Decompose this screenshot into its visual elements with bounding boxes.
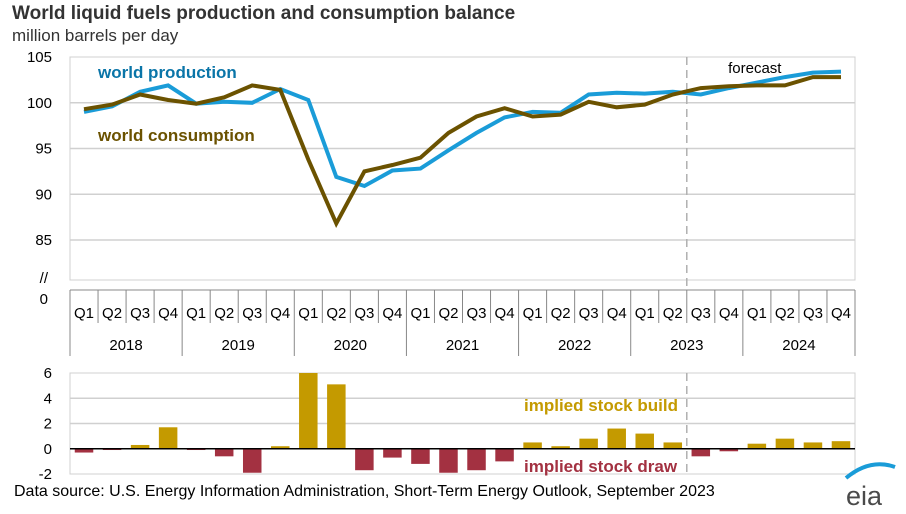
- quarter-label: Q3: [803, 305, 823, 322]
- bar-stock-draw: [355, 448, 374, 471]
- bar-stock-draw: [74, 448, 94, 453]
- year-label: 2022: [558, 337, 591, 354]
- year-label: 2023: [670, 337, 703, 354]
- bar-stock-build: [635, 433, 654, 449]
- quarter-label: Q1: [186, 305, 206, 322]
- eia-logo: eia: [846, 481, 883, 511]
- quarter-label: Q4: [382, 305, 402, 322]
- series-label-consumption: world consumption: [97, 126, 255, 145]
- y-tick-label: 2: [44, 416, 52, 433]
- quarter-label: Q4: [607, 305, 627, 322]
- data-source-note: Data source: U.S. Energy Information Adm…: [14, 483, 715, 500]
- forecast-label: forecast: [728, 60, 782, 77]
- quarter-label: Q3: [467, 305, 487, 322]
- bar-stock-build: [551, 446, 570, 449]
- chart-title: World liquid fuels production and consum…: [12, 3, 516, 24]
- year-label: 2019: [222, 337, 255, 354]
- y-tick-label: 105: [27, 49, 52, 66]
- consumption-line: [83, 75, 841, 229]
- bar-stock-draw: [439, 448, 458, 473]
- annotation-stock-build: implied stock build: [524, 396, 678, 415]
- quarter-label: Q3: [130, 305, 150, 322]
- bar-stock-draw: [719, 448, 739, 452]
- quarter-label: Q2: [102, 305, 122, 322]
- quarter-label: Q1: [298, 305, 318, 322]
- bar-stock-build: [130, 444, 150, 449]
- axis-break-label: //: [40, 270, 49, 287]
- bar-stock-build: [523, 442, 542, 449]
- quarter-label: Q2: [214, 305, 234, 322]
- eia-logo-swoosh: [844, 462, 896, 480]
- bar-stock-build: [299, 373, 318, 449]
- chart-subtitle: million barrels per day: [12, 26, 179, 45]
- bar-stock-build: [158, 427, 178, 449]
- bar-stock-build: [803, 442, 823, 449]
- bar-stock-draw: [467, 448, 486, 471]
- annotation-stock-draw: implied stock draw: [524, 457, 678, 476]
- y-tick-label: 100: [27, 95, 52, 112]
- quarter-label: Q3: [579, 305, 599, 322]
- quarter-label: Q1: [523, 305, 543, 322]
- y-tick-label-zero: 0: [40, 291, 48, 308]
- production-line: [83, 69, 842, 189]
- y-tick-label: 4: [44, 390, 52, 407]
- bar-stock-draw: [383, 448, 402, 458]
- quarter-label: Q1: [747, 305, 767, 322]
- bar-stock-build: [775, 438, 795, 449]
- y-tick-label: 6: [44, 365, 52, 382]
- quarter-label: Q1: [635, 305, 655, 322]
- quarter-label: Q4: [831, 305, 851, 322]
- bar-stock-draw: [214, 448, 234, 457]
- quarter-label: Q2: [326, 305, 346, 322]
- y-tick-label: 95: [35, 141, 52, 158]
- bar-stock-build: [607, 428, 626, 449]
- y-tick-label: 85: [35, 232, 52, 249]
- y-tick-label: 90: [35, 186, 52, 203]
- quarter-label: Q2: [775, 305, 795, 322]
- y-tick-label: 0: [44, 441, 52, 458]
- quarter-label: Q4: [719, 305, 739, 322]
- quarter-label: Q3: [354, 305, 374, 322]
- bar-stock-draw: [691, 448, 711, 457]
- bar-stock-draw: [411, 448, 430, 464]
- quarter-label: Q2: [663, 305, 683, 322]
- year-label: 2021: [446, 337, 479, 354]
- quarter-label: Q2: [551, 305, 571, 322]
- quarter-label: Q2: [438, 305, 458, 322]
- quarter-label: Q3: [242, 305, 262, 322]
- year-label: 2024: [782, 337, 815, 354]
- quarter-label: Q4: [495, 305, 515, 322]
- bar-stock-build: [271, 446, 290, 449]
- bar-stock-build: [579, 438, 598, 449]
- bar-stock-build: [663, 442, 683, 449]
- quarter-label: Q1: [74, 305, 94, 322]
- y-tick-label: -2: [39, 466, 52, 483]
- plot-area-top: [69, 56, 856, 281]
- year-label: 2018: [109, 337, 142, 354]
- year-label: 2020: [334, 337, 367, 354]
- bar-stock-build: [327, 384, 346, 449]
- series-label-production: world production: [97, 63, 237, 82]
- bar-stock-build: [747, 443, 767, 449]
- quarter-label: Q4: [270, 305, 290, 322]
- quarter-label: Q4: [158, 305, 178, 322]
- bar-stock-build: [831, 441, 851, 449]
- quarter-label: Q3: [691, 305, 711, 322]
- quarter-label: Q1: [410, 305, 430, 322]
- bar-stock-draw: [495, 448, 514, 462]
- bar-stock-draw: [242, 448, 262, 473]
